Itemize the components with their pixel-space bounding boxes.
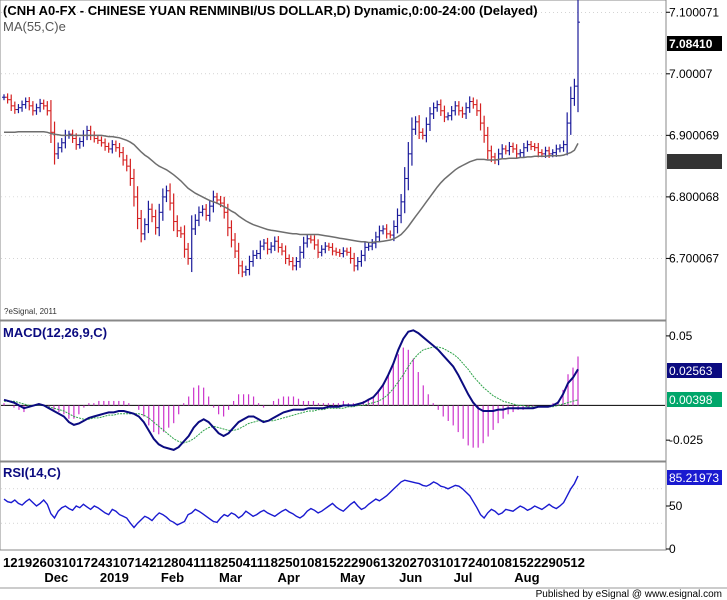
price-axis: 7.100071 7.00007 6.900069 6.800068 6.700067 — [666, 5, 719, 265]
last-price-box-bg — [667, 36, 722, 51]
macd-signal-line — [4, 346, 579, 444]
rsi-axis: 50 0 — [666, 499, 683, 556]
rsi-value-box: 85.21973 — [667, 470, 722, 485]
ma-line — [4, 130, 579, 244]
signal-value-box-bg — [667, 392, 722, 407]
ma-value-box — [667, 154, 722, 169]
price-axis-tick-label: 7.00007 — [669, 67, 713, 81]
price-axis-tick-label: 6.800068 — [669, 190, 719, 204]
macd-axis: 0.05 -0.025 — [666, 329, 703, 447]
rsi-value-box-bg — [667, 470, 722, 485]
x-axis-month-label: Jun — [399, 570, 422, 585]
rsi-axis-tick-label: 0 — [669, 542, 676, 556]
rsi-gridlines — [1, 488, 665, 524]
macd-axis-tick-label: -0.025 — [669, 433, 703, 447]
macd-legend: MACD(12,26,9,C) — [3, 325, 107, 340]
macd-line — [3, 329, 579, 451]
ma-legend: MA(55,C)e — [3, 19, 66, 34]
macd-value-box-bg — [667, 363, 722, 378]
copyright-text: ?eSignal, 2011 — [4, 307, 57, 316]
x-axis-month-label: 2019 — [100, 570, 129, 585]
x-axis-month-labels: Dec 2019 Feb Mar Apr May Jun Jul Aug — [44, 570, 539, 585]
macd-panel-frame — [0, 320, 667, 462]
price-bar — [576, 0, 580, 113]
x-axis-month-label: Mar — [219, 570, 242, 585]
footer-published-by: Published by eSignal @ www.esignal.com — [536, 589, 722, 600]
x-axis: 1219260310172431071421280411182504111825… — [3, 555, 585, 585]
price-axis-tick-label: 6.900069 — [669, 128, 719, 142]
rsi-axis-tick-label: 50 — [669, 499, 683, 513]
last-price-value: 7.08410 — [669, 37, 713, 51]
price-axis-tick-label: 7.100071 — [669, 5, 719, 19]
macd-last-value: 0.02563 — [669, 364, 713, 378]
macd-axis-tick-label: 0.05 — [669, 329, 693, 343]
x-axis-month-label: Feb — [161, 570, 184, 585]
x-axis-day-labels: 1219260310172431071421280411182504111825… — [3, 555, 585, 570]
signal-value-box: 0.00398 — [667, 392, 722, 407]
price-gridlines — [1, 11, 665, 259]
x-axis-month-label: Dec — [44, 570, 68, 585]
last-price-box: 7.08410 — [667, 36, 722, 51]
rsi-last-value: 85.21973 — [669, 471, 719, 485]
price-panel: (CNH A0-FX - CHINESE YUAN RENMINBI/US DO… — [0, 0, 722, 321]
rsi-legend: RSI(14,C) — [3, 465, 61, 480]
chart-title: (CNH A0-FX - CHINESE YUAN RENMINBI/US DO… — [3, 3, 538, 18]
price-axis-tick-label: 6.700067 — [669, 251, 719, 265]
rsi-panel: RSI(14,C) 50 0 85.21973 — [0, 461, 722, 556]
signal-last-value: 0.00398 — [669, 393, 713, 407]
price-panel-frame — [0, 0, 667, 321]
x-axis-month-label: Apr — [277, 570, 299, 585]
macd-value-box: 0.02563 — [667, 363, 722, 378]
macd-histogram — [3, 347, 579, 448]
ma-value-box-bg — [667, 154, 722, 169]
macd-panel: MACD(12,26,9,C) 0.05 -0.025 0.02563 0.003… — [0, 320, 722, 462]
rsi-line — [3, 475, 579, 529]
x-axis-month-label: May — [340, 570, 366, 585]
x-axis-month-label: Aug — [514, 570, 539, 585]
x-axis-month-label: Jul — [454, 570, 473, 585]
